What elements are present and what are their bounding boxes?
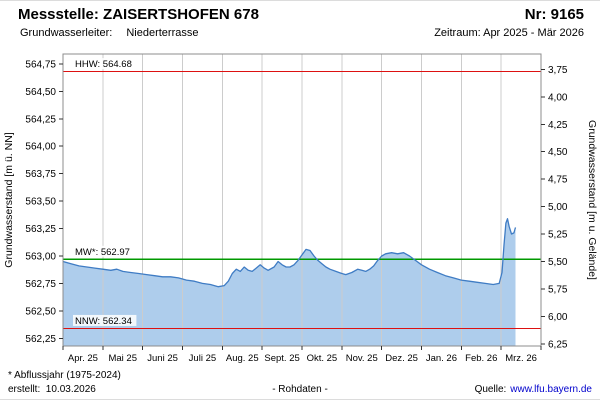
y-right-tick-label: 5,75	[548, 284, 568, 295]
y-left-tick-label: 563,50	[25, 197, 56, 208]
header-row-2: Grundwasserleiter: Niederterrasse Zeitrau…	[20, 27, 584, 39]
y-axis-left-title: Grundwasserstand [m ü. NN]	[3, 132, 15, 267]
y-right-tick-label: 5,00	[548, 202, 568, 213]
y-left-tick-label: 562,75	[25, 279, 56, 290]
x-tick-label: Feb. 26	[465, 353, 497, 364]
x-tick-label: Nov. 25	[346, 353, 378, 364]
data-type-label: - Rohdaten -	[272, 384, 328, 395]
created-date: erstellt: 10.03.2026	[8, 384, 96, 395]
y-right-tick-label: 3,75	[548, 65, 568, 76]
footnote-abflussjahr: * Abflussjahr (1975-2024)	[8, 370, 121, 381]
source-info: Quelle: www.lfu.bayern.de	[475, 384, 592, 395]
series-area	[63, 218, 516, 346]
y-left-tick-label: 564,25	[25, 114, 56, 125]
ref-line-label-bg-hhw	[73, 58, 137, 70]
y-axis-right-title: Grundwasserstand [m u. Gelände]	[586, 120, 598, 280]
x-tick-label: Aug. 25	[226, 353, 259, 364]
y-right-tick-label: 4,75	[548, 175, 568, 186]
x-tick-label: Okt. 25	[307, 353, 338, 364]
y-left-tick-label: 562,25	[25, 334, 56, 345]
y-left-tick-label: 564,50	[25, 87, 56, 98]
y-right-tick-label: 6,25	[548, 339, 568, 350]
aquifer-info: Grundwasserleiter: Niederterrasse	[20, 27, 198, 39]
period-info: Zeitraum: Apr 2025 - Mär 2026	[434, 27, 584, 39]
x-tick-label: Dez. 25	[385, 353, 418, 364]
x-tick-label: Sept. 25	[264, 353, 299, 364]
groundwater-chart: HHW: 564.68 MW*: 562.97 NNW: 562.34 562,25 5…	[3, 53, 598, 364]
x-tick-label: Juli 25	[189, 353, 216, 364]
y-right-tick-label: 5,50	[548, 257, 568, 268]
y-right-tick-label: 4,50	[548, 147, 568, 158]
ref-line-label-bg-nnw	[73, 314, 137, 326]
page-title: Messstelle: ZAISERTSHOFEN 678	[18, 6, 259, 23]
ref-line-label-mw: MW*: 562.97	[75, 247, 130, 258]
source-link[interactable]: www.lfu.bayern.de	[510, 384, 592, 395]
x-tick-label: Apr. 25	[68, 353, 98, 364]
x-tick-label: Juni 25	[147, 353, 178, 364]
series-line	[62, 218, 517, 288]
x-tick-label: Mai 25	[108, 353, 137, 364]
y-left-tick-label: 564,75	[25, 59, 56, 70]
y-right-tick-label: 4,00	[548, 92, 568, 103]
y-right-tick-label: 5,25	[548, 230, 568, 241]
aquifer-value: Niederterrasse	[126, 27, 199, 39]
x-tick-label: Mrz. 26	[505, 353, 537, 364]
y-right-tick-label: 6,00	[548, 312, 568, 323]
y-left-tick-label: 563,25	[25, 224, 56, 235]
x-tick-label: Jan. 26	[426, 353, 457, 364]
y-left-tick-label: 562,50	[25, 306, 56, 317]
ref-line-label-nnw: NNW: 562.34	[75, 316, 132, 327]
y-right-tick-label: 4,25	[548, 120, 568, 131]
station-number: Nr: 9165	[524, 6, 584, 23]
ref-line-label-bg-mw	[73, 245, 137, 257]
aquifer-label: Grundwasserleiter:	[20, 27, 113, 39]
ref-line-label-hhw: HHW: 564.68	[75, 59, 132, 70]
y-left-tick-label: 564,00	[25, 142, 56, 153]
source-label: Quelle:	[474, 384, 507, 395]
y-left-tick-label: 563,00	[25, 251, 56, 262]
y-left-tick-label: 563,75	[25, 169, 56, 180]
header-row-1: Messstelle: ZAISERTSHOFEN 678 Nr: 9165	[18, 6, 584, 23]
